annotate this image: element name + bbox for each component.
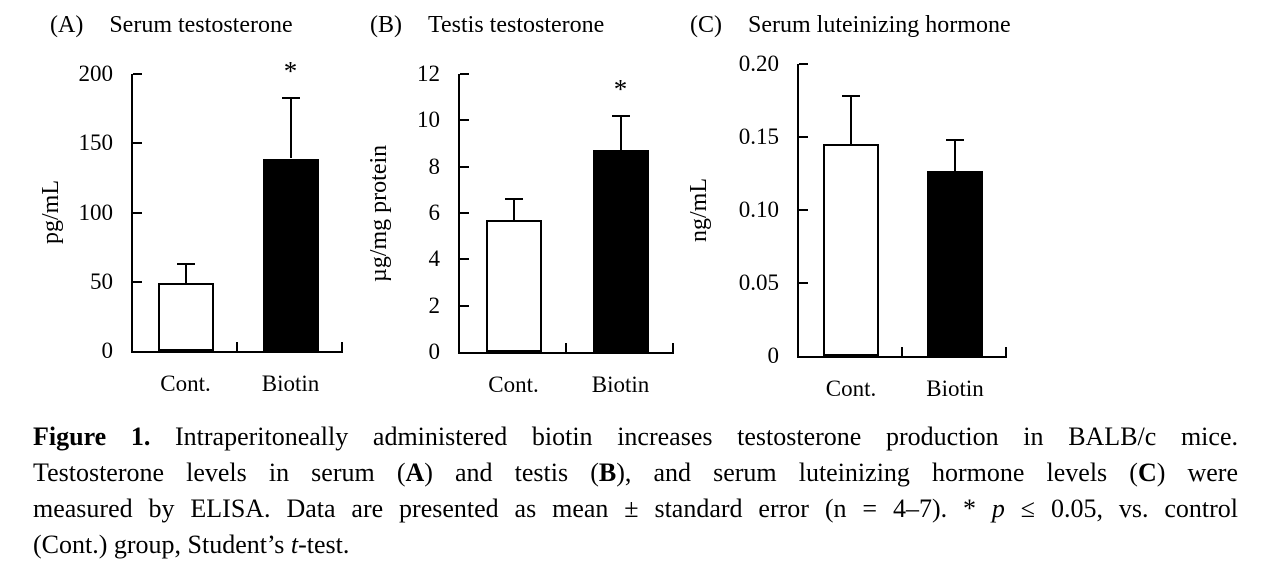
caption-line: Figure 1. Intraperitoneally administered… [33, 419, 1238, 455]
error-bar-line [512, 199, 515, 220]
category-label: Biotin [591, 372, 650, 397]
caption-segment: ), and serum luteinizing hormone levels … [616, 458, 1138, 487]
caption-segment: (Cont.) group, Student’s [33, 530, 291, 559]
y-tick-mark [460, 304, 469, 307]
y-tick-mark [460, 212, 469, 214]
y-tick-mark [799, 209, 808, 211]
category-label: Cont. [488, 372, 539, 397]
chart-title: (A) Serum testosterone [50, 12, 293, 39]
category-label: Biotin [261, 371, 320, 396]
x-tick-mark [341, 342, 343, 351]
figure-caption: Figure 1. Intraperitoneally administered… [33, 419, 1238, 563]
y-tick-label: 4 [428, 246, 441, 272]
y-tick-label: 50 [90, 268, 113, 294]
error-bar-line [850, 96, 852, 145]
significance-asterisk: * [613, 73, 628, 104]
error-bar-line [289, 97, 292, 159]
y-tick-mark [460, 258, 469, 261]
y-tick-label: 0.05 [738, 270, 779, 295]
panel-letter: (A) [50, 12, 84, 38]
y-tick-label: 8 [428, 153, 441, 179]
chart-title-text: Testis testosterone [428, 12, 605, 38]
caption-segment: Testosterone levels in serum ( [33, 458, 406, 487]
y-tick-mark [460, 73, 469, 75]
x-tick-mark [901, 347, 903, 356]
panel-letter: (C) [690, 12, 722, 38]
y-tick-mark [133, 280, 142, 283]
y-tick-label: 12 [417, 61, 440, 86]
plot-area: 0 0.05 0.10 0.15 0.20 Cont. Biotin [739, 51, 1007, 401]
y-tick-mark [460, 119, 469, 122]
chart-title-text: Serum testosterone [109, 12, 293, 38]
y-tick-label: 0 [767, 343, 780, 368]
error-bar-cap [842, 95, 860, 98]
y-tick-label: 100 [78, 199, 114, 225]
y-tick-mark [133, 73, 142, 75]
category-label: Biotin [926, 376, 984, 401]
bar-cont [823, 144, 879, 356]
caption-line: (Cont.) group, Student’s t-test. [33, 527, 1238, 563]
caption-segment: measured by ELISA. Data are presented as… [33, 494, 992, 523]
bar-biotin [592, 150, 649, 352]
y-tick-label: 0 [101, 338, 114, 363]
y-tick-label: 0.10 [738, 197, 779, 222]
caption-segment: ) were [1156, 458, 1238, 487]
caption-segment: t [290, 530, 299, 559]
bar-biotin [262, 158, 319, 351]
y-tick-label: 150 [78, 130, 114, 156]
caption-segment: -test. [298, 530, 350, 559]
y-tick-label: 6 [428, 200, 441, 225]
caption-segment: Figure 1. [33, 422, 151, 451]
x-tick-mark [565, 343, 567, 352]
plot-area: 0 2 4 6 8 10 12 Cont. * Biotin [417, 61, 674, 397]
plot-area: 0 50 100 150 200 Cont. * Biotin [79, 57, 343, 396]
x-tick-mark [672, 343, 674, 352]
bar-cont [157, 283, 214, 351]
chart-title: (C) Serum luteinizing hormone [690, 12, 1011, 39]
error-bar-cap [504, 198, 523, 201]
error-bar-cap [946, 138, 964, 141]
panel-letter: (B) [370, 12, 402, 38]
y-tick-mark [133, 211, 142, 214]
y-tick-mark [133, 142, 142, 145]
y-tick-label: 0 [428, 339, 441, 364]
y-tick-mark [799, 136, 808, 138]
y-tick-label: 2 [428, 292, 441, 318]
error-bar-line [954, 139, 956, 171]
caption-segment: Intraperitoneally administered biotin in… [150, 422, 1238, 451]
y-tick-label: 200 [78, 61, 114, 86]
category-label: Cont. [160, 371, 211, 396]
caption-segment: C [1137, 458, 1157, 487]
y-tick-mark [799, 282, 808, 284]
y-tick-label: 0.20 [738, 51, 779, 76]
error-bar-cap [281, 96, 300, 99]
error-bar-line [184, 263, 187, 284]
error-bar-cap [176, 262, 195, 265]
significance-asterisk: * [283, 55, 298, 86]
y-tick-label: 10 [417, 107, 440, 133]
caption-segment: B [598, 458, 617, 487]
bar-biotin [927, 170, 983, 356]
chart-title: (B) Testis testosterone [370, 12, 604, 39]
caption-segment: p [991, 494, 1005, 523]
caption-segment: ≤ 0.05, vs. control [1004, 494, 1238, 523]
chart-title-text: Serum luteinizing hormone [748, 12, 1011, 38]
error-bar-line [619, 115, 622, 151]
category-label: Cont. [825, 376, 877, 401]
y-tick-label: 0.15 [738, 124, 779, 149]
caption-line: measured by ELISA. Data are presented as… [33, 491, 1238, 527]
caption-line: Testosterone levels in serum (A) and tes… [33, 455, 1238, 491]
y-tick-mark [460, 165, 469, 168]
caption-segment: ) and testis ( [424, 458, 599, 487]
y-tick-mark [799, 63, 808, 65]
caption-segment: A [405, 458, 425, 487]
error-bar-cap [611, 114, 630, 117]
x-tick-mark [236, 342, 238, 351]
bar-cont [485, 219, 542, 352]
x-tick-mark [1005, 347, 1007, 356]
